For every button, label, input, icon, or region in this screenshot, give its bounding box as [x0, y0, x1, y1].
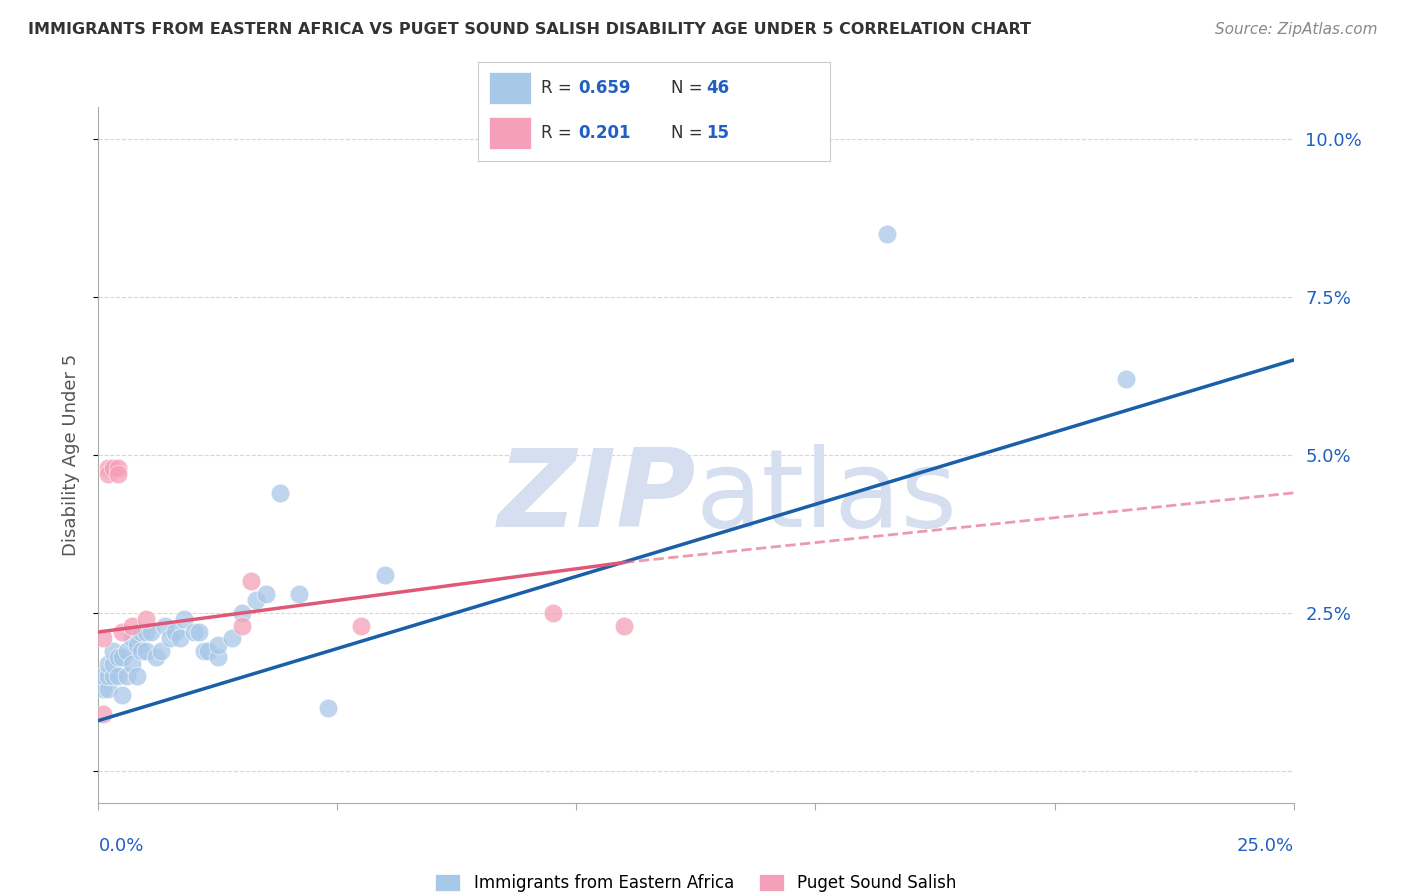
Text: 0.201: 0.201	[578, 124, 631, 142]
Point	[207, 650, 229, 665]
Point	[149, 644, 172, 658]
Point	[91, 707, 114, 722]
Point	[131, 644, 153, 658]
Text: R =: R =	[541, 124, 578, 142]
Point	[91, 681, 114, 696]
Text: IMMIGRANTS FROM EASTERN AFRICA VS PUGET SOUND SALISH DISABILITY AGE UNDER 5 CORR: IMMIGRANTS FROM EASTERN AFRICA VS PUGET …	[28, 22, 1031, 37]
Point	[207, 638, 229, 652]
Point	[135, 625, 157, 640]
Point	[107, 467, 129, 481]
Point	[155, 618, 177, 632]
Point	[111, 688, 134, 702]
Text: 25.0%: 25.0%	[1236, 837, 1294, 855]
Point	[193, 644, 215, 658]
Point	[316, 701, 339, 715]
Point	[125, 638, 148, 652]
Point	[115, 669, 138, 683]
Point	[197, 644, 219, 658]
Point	[91, 632, 114, 646]
Point	[107, 650, 129, 665]
Point	[187, 625, 209, 640]
Point	[97, 657, 120, 671]
Text: 15: 15	[707, 124, 730, 142]
Point	[269, 486, 291, 500]
Text: N =: N =	[672, 124, 709, 142]
Point	[107, 460, 129, 475]
Point	[145, 650, 167, 665]
Point	[97, 460, 120, 475]
Point	[135, 644, 157, 658]
Point	[101, 669, 124, 683]
Point	[121, 632, 143, 646]
Point	[135, 612, 157, 626]
Text: ZIP: ZIP	[498, 443, 696, 549]
Point	[169, 632, 191, 646]
Point	[97, 669, 120, 683]
Point	[125, 669, 148, 683]
Point	[111, 650, 134, 665]
Point	[111, 625, 134, 640]
Point	[254, 587, 277, 601]
Point	[163, 625, 186, 640]
Text: N =: N =	[672, 79, 709, 97]
Point	[1115, 372, 1137, 386]
Point	[876, 227, 898, 241]
Point	[101, 460, 124, 475]
Point	[221, 632, 243, 646]
Point	[97, 467, 120, 481]
Point	[173, 612, 195, 626]
Point	[139, 625, 162, 640]
Point	[115, 644, 138, 658]
Point	[350, 618, 373, 632]
Text: R =: R =	[541, 79, 578, 97]
Point	[231, 606, 253, 620]
Y-axis label: Disability Age Under 5: Disability Age Under 5	[62, 354, 80, 556]
Legend: Immigrants from Eastern Africa, Puget Sound Salish: Immigrants from Eastern Africa, Puget So…	[429, 867, 963, 892]
Bar	[489, 118, 531, 149]
Bar	[489, 72, 531, 103]
Text: Source: ZipAtlas.com: Source: ZipAtlas.com	[1215, 22, 1378, 37]
Text: 0.659: 0.659	[578, 79, 631, 97]
Text: 46: 46	[707, 79, 730, 97]
Point	[541, 606, 564, 620]
Point	[240, 574, 263, 589]
Point	[101, 657, 124, 671]
Point	[613, 618, 636, 632]
Point	[97, 681, 120, 696]
Point	[121, 657, 143, 671]
Point	[159, 632, 181, 646]
Point	[121, 618, 143, 632]
Point	[288, 587, 311, 601]
Point	[107, 669, 129, 683]
Point	[131, 625, 153, 640]
Point	[374, 568, 396, 582]
Text: atlas: atlas	[696, 443, 957, 549]
Point	[231, 618, 253, 632]
Point	[245, 593, 267, 607]
Text: 0.0%: 0.0%	[98, 837, 143, 855]
Point	[91, 669, 114, 683]
Point	[101, 644, 124, 658]
Point	[183, 625, 205, 640]
